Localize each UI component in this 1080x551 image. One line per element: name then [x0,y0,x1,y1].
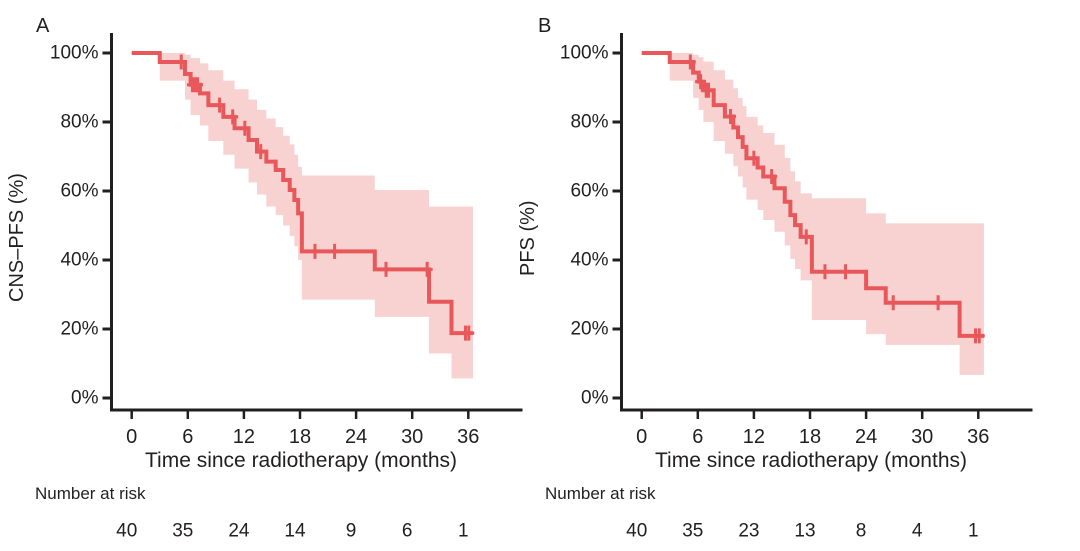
panel-b-y-tick-label: 60% [570,181,608,202]
panel-a-number-at-risk-label: Number at risk [35,484,146,503]
panel-b-risk-count: 1 [968,521,979,542]
panel-a-label: A [36,15,50,37]
panel-a-censor-mark [255,144,267,160]
panel-a-risk-count: 1 [458,521,469,542]
panel-b-censor-mark [748,150,760,166]
panel-b-x-tick-label: 30 [911,426,933,448]
panel-a-x-tick-label: 12 [233,426,255,448]
panel-a-censor-mark [329,243,341,259]
panel-b-censor-mark [766,169,778,185]
panel-a-censor-mark [309,243,321,259]
panel-b-label: B [538,15,552,37]
panel-b-censor-mark [973,328,985,344]
panel-b-x-tick-label: 24 [855,426,877,448]
panel-b-y-axis-title: PFS (%) [517,200,539,276]
panel-a-y-tick-label: 60% [60,181,98,202]
panel-a-x-tick-label: 24 [345,426,367,448]
panel-b-y-tick-label: 40% [570,250,608,271]
panel-b-x-tick-label: 12 [743,426,765,448]
panel-b-y-tick-label: 20% [570,319,608,340]
panel-b-risk-count: 23 [738,521,759,542]
panel-b-censor-mark [887,295,899,311]
panel-a-x-tick-label: 0 [126,426,137,448]
panel-a-x-tick-label: 30 [401,426,423,448]
panel-b-censor-mark [819,264,831,280]
panel-b-risk-count: 35 [682,521,703,542]
panel-a-axes [110,33,523,412]
panel-a-censor-mark [214,97,226,113]
panel-b-y-tick-label: 80% [570,112,608,133]
panel-b-x-tick-label: 36 [967,426,989,448]
panel-b-censor-mark [800,229,812,245]
panel-b-risk-count: 8 [856,521,867,542]
panel-a-y-tick-label: 80% [60,112,98,133]
panel-a-censor-mark [463,325,475,341]
panel-a-censor-mark [175,54,187,70]
panel-b-y-tick-label: 0% [581,388,609,409]
panel-a-x-tick-label: 36 [457,426,479,448]
panel-a-y-tick-label: 100% [50,43,99,64]
panel-b-censor-mark [684,54,696,70]
panel-b-censor-mark [840,264,852,280]
panel-b-risk-count: 4 [912,521,923,542]
panel-a-risk-count: 9 [346,521,357,542]
panel-a-risk-count: 35 [172,521,193,542]
panel-b-censor-mark [695,74,707,90]
panel-a-censor-mark [192,77,204,93]
panel-b-confidence-band [669,53,984,375]
panel-a-censor-mark [227,109,239,125]
panel-a-y-tick-label: 40% [60,250,98,271]
panel-a-y-tick-label: 0% [71,388,99,409]
panel-a-x-tick-label: 6 [182,426,193,448]
panel-a-x-axis-title: Time since radiotherapy (months) [144,449,457,472]
panel-b-x-tick-label: 6 [692,426,703,448]
panel-b-censor-mark [725,108,737,124]
panel-a-risk-count: 14 [284,521,306,542]
panel-a-x-tick-label: 18 [289,426,311,448]
panel-b-risk-count: 40 [626,521,647,542]
panel-b-y-tick-label: 100% [560,43,609,64]
panel-a-censor-mark [239,120,251,136]
panel-b-censor-mark [703,82,715,98]
panel-a-risk-count: 6 [402,521,413,542]
panel-b-x-tick-label: 18 [799,426,821,448]
panel-a-risk-count: 24 [228,521,250,542]
panel-a-censor-mark [380,261,392,277]
panel-a-risk-count: 40 [116,521,137,542]
panel-b-censor-mark [932,295,944,311]
panel-b-axes [620,33,1033,412]
panel-b-number-at-risk-label: Number at risk [545,484,656,503]
panel-a-censor-mark [421,261,433,277]
panel-a-y-axis-title: CNS–PFS (%) [6,173,28,303]
panel-a-confidence-band [159,53,473,379]
panel-b-risk-count: 13 [794,521,815,542]
panel-b-x-tick-label: 0 [636,426,647,448]
panel-b-x-axis-title: Time since radiotherapy (months) [654,449,967,472]
panel-a-y-tick-label: 20% [60,319,98,340]
